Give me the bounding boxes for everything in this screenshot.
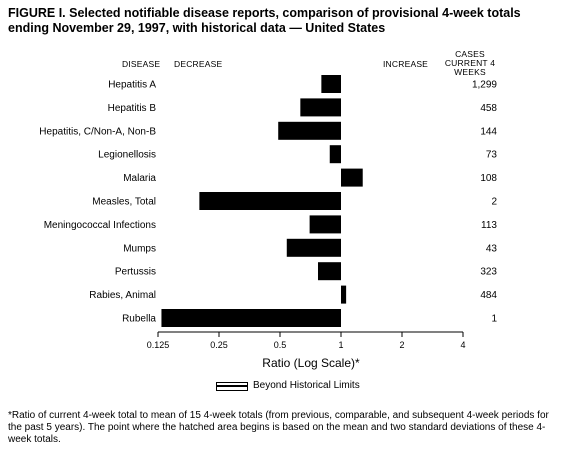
bar — [278, 121, 341, 140]
x-tick-label: 1 — [338, 340, 343, 350]
legend-swatch — [216, 382, 248, 391]
x-axis: 0.125 0.25 0.5 1 2 4 — [147, 331, 466, 350]
category-label: Meningococcal Infections — [44, 220, 156, 231]
category-label: Measles, Total — [92, 197, 156, 208]
case-count-label: 43 — [486, 243, 498, 254]
decrease-column-header: DECREASE — [174, 59, 223, 69]
bar — [286, 238, 341, 257]
bar — [300, 98, 341, 117]
case-count-label: 458 — [480, 103, 497, 114]
case-count-label: 108 — [480, 173, 497, 184]
case-count-label: 1 — [491, 314, 497, 325]
case-count-label: 1,299 — [472, 80, 497, 91]
category-label: Pertussis — [115, 267, 156, 278]
x-axis-label: Ratio (Log Scale)* — [262, 356, 360, 370]
case-count-labels: 1,299 458 144 73 108 2 113 43 323 484 1 — [472, 80, 497, 325]
category-label: Hepatitis, C/Non-A, Non-B — [39, 126, 156, 137]
x-tick-label: 0.125 — [147, 340, 170, 350]
case-count-label: 144 — [480, 126, 497, 137]
disease-column-header: DISEASE — [122, 59, 161, 69]
category-label: Hepatitis B — [108, 103, 157, 114]
category-label: Rabies, Animal — [89, 290, 156, 301]
bar — [321, 75, 341, 93]
x-tick-label: 0.5 — [274, 340, 287, 350]
increase-column-header: INCREASE — [383, 59, 429, 69]
category-label: Rubella — [122, 314, 156, 325]
case-count-label: 2 — [491, 197, 497, 208]
x-tick-label: 4 — [460, 340, 465, 350]
legend-label: Beyond Historical Limits — [253, 380, 360, 391]
bar — [161, 309, 341, 327]
bar-group — [161, 75, 363, 327]
case-count-label: 73 — [486, 150, 498, 161]
category-label: Legionellosis — [98, 150, 156, 161]
case-count-label: 113 — [481, 220, 497, 231]
footnote: *Ratio of current 4-week total to mean o… — [8, 410, 549, 445]
cases-column-header: CASES CURRENT 4 WEEKS — [444, 49, 496, 77]
case-count-label: 323 — [480, 267, 497, 278]
bar — [341, 168, 363, 187]
category-labels: Hepatitis A Hepatitis B Hepatitis, C/Non-A… — [39, 80, 156, 325]
x-tick-label: 0.25 — [210, 340, 228, 350]
bar — [199, 192, 341, 210]
category-label: Mumps — [123, 243, 156, 254]
figure-title: FIGURE I. Selected notifiable disease re… — [8, 6, 521, 35]
bar — [329, 145, 341, 164]
x-tick-label: 2 — [399, 340, 404, 350]
category-label: Hepatitis A — [108, 80, 156, 91]
category-label: Malaria — [123, 173, 156, 184]
case-count-label: 484 — [480, 290, 497, 301]
bar — [341, 285, 347, 304]
bar — [317, 262, 341, 281]
bar — [309, 215, 341, 234]
